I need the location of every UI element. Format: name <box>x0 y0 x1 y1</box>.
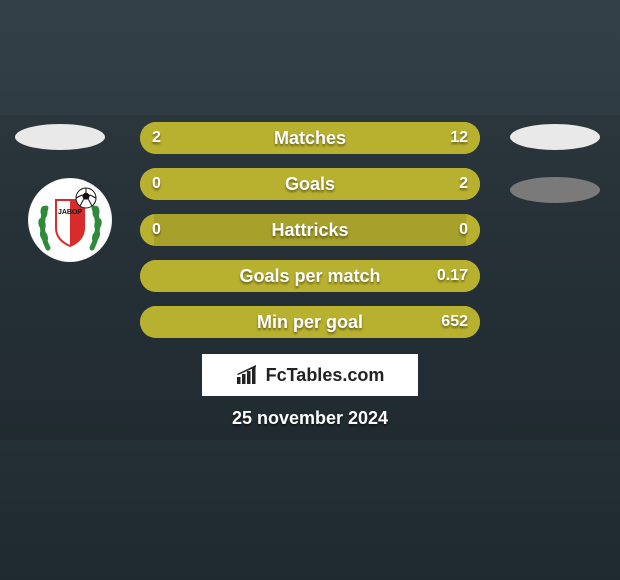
brand-box: FcTables.com <box>202 354 418 396</box>
bar-left-fill <box>140 168 154 200</box>
bars-chart-icon <box>236 365 260 385</box>
bar-label: Hattricks <box>140 214 480 246</box>
bar-left-fill <box>140 260 154 292</box>
bar-left-fill <box>140 122 188 154</box>
brand-text: FcTables.com <box>266 365 385 386</box>
comparison-bars: Matches212 Goals02 Hattricks00 Goals per ma… <box>140 122 480 352</box>
bar-left-fill <box>140 214 154 246</box>
bar-right-fill <box>154 306 480 338</box>
bar-right-fill <box>154 260 480 292</box>
bar-row: Goals02 <box>140 168 480 200</box>
club-logo: JABOP <box>28 178 112 262</box>
date-text: 25 november 2024 <box>0 408 620 429</box>
bar-row: Min per goal652 <box>140 306 480 338</box>
player2-badge-placeholder-2 <box>510 177 600 203</box>
player2-badge-placeholder-1 <box>510 124 600 150</box>
club-logo-svg: JABOP <box>28 178 112 262</box>
bar-row: Matches212 <box>140 122 480 154</box>
bar-left-fill <box>140 306 154 338</box>
player1-badge-placeholder <box>15 124 105 150</box>
bar-right-fill <box>188 122 480 154</box>
bar-right-fill <box>154 168 480 200</box>
bar-row: Hattricks00 <box>140 214 480 246</box>
bar-row: Goals per match0.17 <box>140 260 480 292</box>
club-logo-text: JABOP <box>58 209 82 216</box>
bar-right-fill <box>466 214 480 246</box>
